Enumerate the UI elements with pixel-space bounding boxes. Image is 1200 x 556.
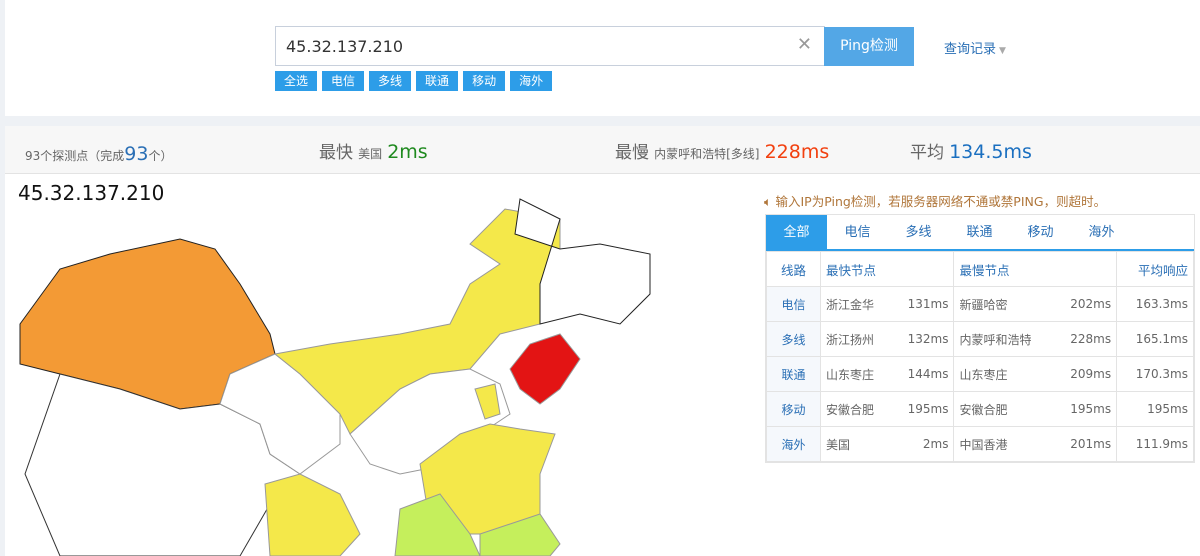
header-line: 线路 — [766, 251, 821, 287]
cell-line: 移动 — [766, 391, 821, 427]
fast-loc: 美国 — [358, 147, 383, 161]
line-tabs: 全部 电信 多线 联通 移动 海外 — [766, 215, 1194, 251]
table-row: 多线 浙江扬州 132ms 内蒙呼和浩特 228ms 165.1ms — [766, 321, 1194, 357]
clear-icon[interactable]: ✕ — [796, 34, 812, 55]
fast-val: 2ms — [387, 141, 428, 163]
results-panel: 全部 电信 多线 联通 移动 海外 线路 最快节点 最慢节点 平均响应 电信 浙江… — [765, 214, 1195, 463]
cell-fast-ms: 2ms — [891, 426, 955, 462]
region-sichuan[interactable] — [264, 473, 361, 556]
cell-slow-ms: 195ms — [1054, 391, 1118, 427]
cell-slow-node: 山东枣庄 — [953, 356, 1055, 392]
chip-all[interactable]: 全选 — [275, 71, 318, 91]
results-table: 线路 最快节点 最慢节点 平均响应 电信 浙江金华 131ms 新疆哈密 202ms 16… — [766, 251, 1194, 462]
cell-avg: 165.1ms — [1116, 321, 1194, 357]
region-liaoning[interactable] — [509, 333, 581, 405]
speaker-icon: 🔈︎ — [764, 194, 776, 209]
table-row: 电信 浙江金华 131ms 新疆哈密 202ms 163.3ms — [766, 286, 1194, 322]
tab-multi[interactable]: 多线 — [905, 225, 932, 240]
notice-text: 输入IP为Ping检测，若服务器网络不通或禁PING，则超时。 — [775, 194, 1107, 209]
caret-down-icon: ▼ — [999, 46, 1006, 56]
region-east-green[interactable] — [479, 513, 561, 556]
stats-bar: 93个探测点（完成93个） 最快 美国 2ms 最慢 内蒙呼和浩特[多线] 22… — [5, 126, 1200, 174]
avg-val: 134.5ms — [949, 141, 1032, 163]
header-slowest: 最慢节点 — [953, 251, 1118, 287]
chip-unicom[interactable]: 联通 — [416, 71, 459, 91]
cell-fast-ms: 144ms — [891, 356, 955, 392]
probe-done: 93 — [124, 143, 149, 165]
cell-fast-ms: 131ms — [891, 286, 955, 322]
tab-overseas[interactable]: 海外 — [1088, 225, 1115, 240]
header-fastest: 最快节点 — [819, 251, 955, 287]
cell-slow-ms: 201ms — [1054, 426, 1118, 462]
chip-multi[interactable]: 多线 — [369, 71, 412, 91]
table-row: 联通 山东枣庄 144ms 山东枣庄 209ms 170.3ms — [766, 356, 1194, 392]
ip-value[interactable]: 45.32.137.210 — [286, 37, 404, 56]
cell-line: 电信 — [766, 286, 821, 322]
cell-avg: 195ms — [1116, 391, 1194, 427]
notice: 🔈︎ 输入IP为Ping检测，若服务器网络不通或禁PING，则超时。 — [764, 191, 1106, 210]
chip-telecom[interactable]: 电信 — [322, 71, 365, 91]
tab-unicom[interactable]: 联通 — [966, 225, 993, 240]
cell-fast-ms: 195ms — [891, 391, 955, 427]
tab-all[interactable]: 全部 — [766, 215, 827, 249]
cell-fast-node: 浙江扬州 — [819, 321, 892, 357]
cell-slow-ms: 228ms — [1054, 321, 1118, 357]
history-dropdown[interactable]: 查询记录 ▼ — [944, 38, 1006, 57]
cell-slow-node: 内蒙呼和浩特 — [953, 321, 1055, 357]
cell-line: 海外 — [766, 426, 821, 462]
ping-button[interactable]: Ping检测 — [824, 27, 914, 66]
map-title: 45.32.137.210 — [18, 181, 165, 205]
cell-avg: 111.9ms — [1116, 426, 1194, 462]
cell-slow-ms: 202ms — [1054, 286, 1118, 322]
table-row: 海外 美国 2ms 中国香港 201ms 111.9ms — [766, 426, 1194, 462]
cell-slow-node: 新疆哈密 — [953, 286, 1055, 322]
cell-fast-ms: 132ms — [891, 321, 955, 357]
cell-slow-ms: 209ms — [1054, 356, 1118, 392]
cell-fast-node: 安徽合肥 — [819, 391, 892, 427]
fast-label: 最快 — [319, 143, 353, 163]
cell-avg: 163.3ms — [1116, 286, 1194, 322]
slow-label: 最慢 — [615, 143, 649, 163]
chip-overseas[interactable]: 海外 — [510, 71, 553, 91]
ip-input[interactable]: 45.32.137.210 ✕ — [275, 26, 825, 66]
line-filter: 全选 电信 多线 联通 移动 海外 — [275, 71, 553, 91]
region-hebei[interactable] — [474, 383, 501, 420]
tab-mobile[interactable]: 移动 — [1027, 225, 1054, 240]
cell-avg: 170.3ms — [1116, 356, 1194, 392]
region-heilongjiang[interactable] — [514, 198, 651, 325]
header-average: 平均响应 — [1116, 251, 1194, 287]
table-row: 移动 安徽合肥 195ms 安徽合肥 195ms 195ms — [766, 391, 1194, 427]
fastest: 最快 美国 2ms — [319, 138, 428, 163]
cell-line: 联通 — [766, 356, 821, 392]
probe-text: 93个探测点（完成 — [25, 149, 125, 163]
cell-fast-node: 浙江金华 — [819, 286, 892, 322]
china-map — [19, 198, 651, 556]
slow-val: 228ms — [764, 141, 830, 163]
slowest: 最慢 内蒙呼和浩特[多线] 228ms — [615, 138, 829, 163]
cell-slow-node: 安徽合肥 — [953, 391, 1055, 427]
slow-loc: 内蒙呼和浩特[多线] — [654, 147, 760, 161]
cell-fast-node: 山东枣庄 — [819, 356, 892, 392]
region-central-green[interactable] — [394, 493, 481, 556]
avg-label: 平均 — [910, 143, 944, 163]
tab-telecom[interactable]: 电信 — [844, 225, 871, 240]
history-label: 查询记录 — [944, 42, 997, 57]
cell-slow-node: 中国香港 — [953, 426, 1055, 462]
probe-end: 个） — [148, 149, 173, 163]
table-header: 线路 最快节点 最慢节点 平均响应 — [766, 251, 1194, 287]
cell-fast-node: 美国 — [819, 426, 892, 462]
region-north[interactable] — [349, 368, 511, 475]
cell-line: 多线 — [766, 321, 821, 357]
average: 平均 134.5ms — [910, 138, 1032, 163]
chip-mobile[interactable]: 移动 — [463, 71, 506, 91]
probe-count: 93个探测点（完成93个） — [25, 143, 172, 165]
